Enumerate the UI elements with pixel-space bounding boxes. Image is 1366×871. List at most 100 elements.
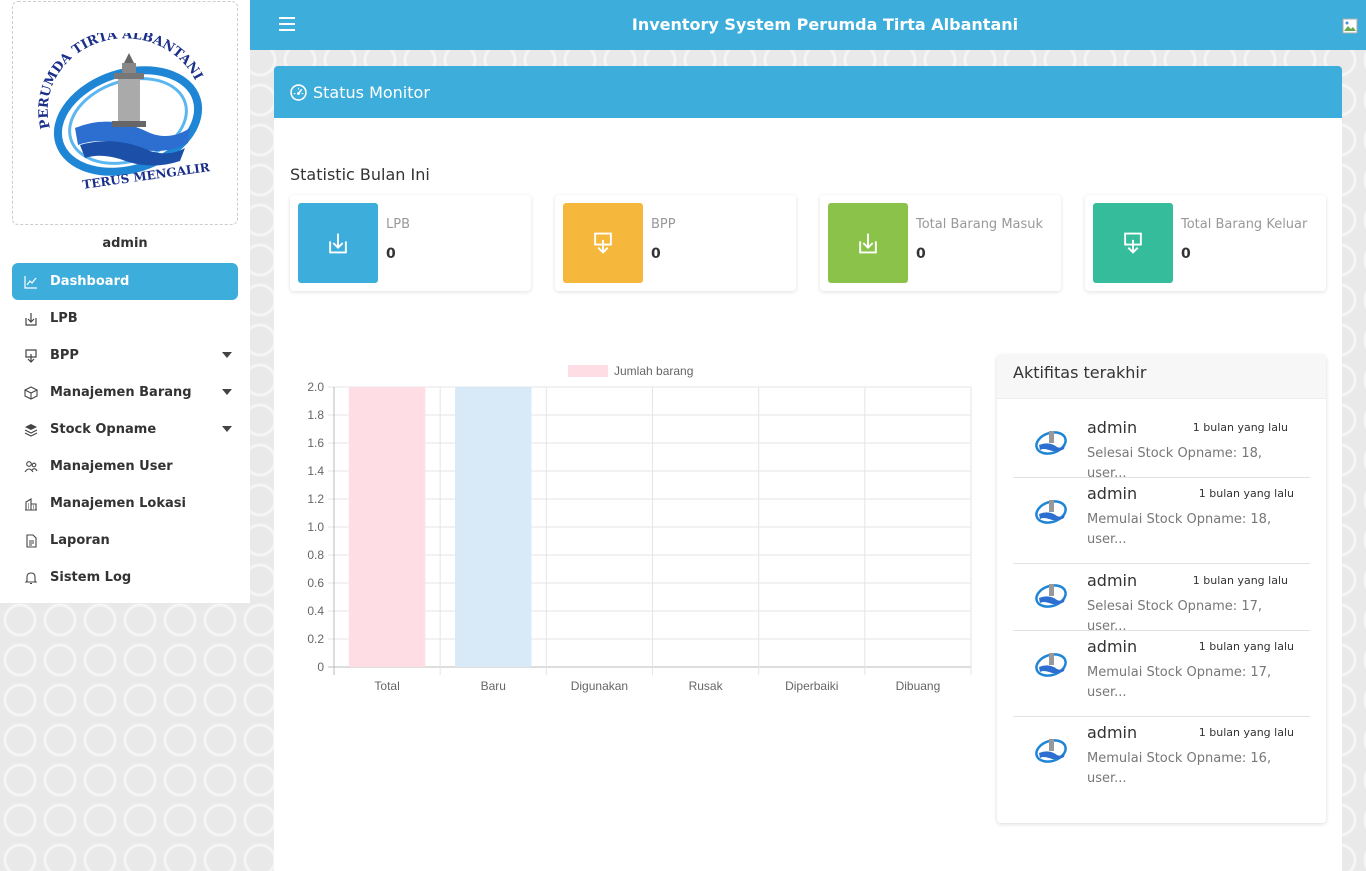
activity-message: Memulai Stock Opname: 17, user... [1087,665,1272,700]
upload-icon [563,203,643,283]
x-tick-label: Baru [481,679,506,693]
activity-avatar [1035,584,1067,608]
activity-item[interactable]: admin 1 bulan yang lalu Selesai Stock Opna… [1013,564,1310,634]
stat-card-bpp: BPP 0 [555,195,796,291]
status-monitor-card: Status Monitor Statistic Bulan Ini LPB 0 B… [274,66,1342,871]
sidebar-item-sistem-log[interactable]: Sistem Log [12,559,238,596]
stat-value: 0 [386,246,396,262]
bar-total [348,387,426,667]
activity-time: 1 bulan yang lalu [1198,726,1294,739]
caret-down-icon [222,389,232,395]
sidebar-item-manajemen-lokasi[interactable]: Manajemen Lokasi [12,485,238,522]
inventory-bar-chart: 0 0.2 0.4 0.6 0.8 1.0 1.2 1.4 1.6 1.8 2.0 Total Baru… [307,364,972,693]
sidebar-item-manajemen-barang[interactable]: Manajemen Barang [12,374,238,411]
app-title: Inventory System Perumda Tirta Albantani [631,15,1019,34]
upload-icon [1093,203,1173,283]
sidebar-username: admin [102,236,148,251]
y-tick-label: 1.0 [307,520,324,534]
activity-item[interactable]: admin 1 bulan yang lalu Memulai Stock Opna… [1013,631,1310,717]
stat-value: 0 [916,246,926,262]
sidebar: PERUMDA TIRTA ALBANTANI TERUS MENGALIR a… [0,0,250,603]
legend-label: Jumlah barang [614,364,693,378]
document-icon [24,533,38,548]
sidebar-item-label: Manajemen Barang [50,385,192,400]
sidebar-item-dashboard[interactable]: Dashboard [12,263,238,300]
y-tick-label: 1.2 [307,492,324,506]
activity-user: admin [1087,571,1138,590]
activity-panel: Aktifitas terakhir admin 1 bulan yang lal… [997,355,1326,823]
activity-item[interactable]: admin 1 bulan yang lalu Memulai Stock Opna… [1013,478,1310,564]
activity-list: admin 1 bulan yang lalu Selesai Stock Opna… [1013,411,1310,803]
upload-icon [24,348,38,363]
users-icon [24,460,38,474]
sidebar-item-label: Stock Opname [50,422,157,437]
x-tick-label: Total [374,679,399,693]
stat-label: Total Barang Masuk [916,217,1044,232]
activity-time: 1 bulan yang lalu [1198,487,1294,500]
top-bar: Inventory System Perumda Tirta Albantani [250,0,1366,50]
activity-user: admin [1087,723,1138,742]
x-tick-label: Dibuang [896,679,941,693]
activity-message: Memulai Stock Opname: 18, user... [1087,512,1272,547]
activity-message: Memulai Stock Opname: 16, user... [1087,751,1272,786]
download-icon [24,312,38,326]
activity-item[interactable]: admin 1 bulan yang lalu Memulai Stock Opna… [1013,717,1310,803]
x-tick-label: Digunakan [571,679,628,693]
sidebar-item-manajemen-user[interactable]: Manajemen User [12,448,238,485]
activity-avatar [1035,431,1067,455]
activity-user: admin [1087,637,1138,656]
activity-time: 1 bulan yang lalu [1192,574,1288,587]
sidebar-item-label: Laporan [50,533,110,548]
sidebar-item-label: BPP [50,348,79,363]
sidebar-item-laporan[interactable]: Laporan [12,522,238,559]
card-title: Status Monitor [313,82,430,102]
stat-card-lpb: LPB 0 [290,195,531,291]
sidebar-item-stock-opname[interactable]: Stock Opname [12,411,238,448]
y-tick-label: 1.8 [307,408,324,422]
activity-message: Selesai Stock Opname: 17, user... [1087,599,1262,634]
y-tick-label: 0.6 [307,576,324,590]
bell-icon [24,571,38,585]
broken-image-icon[interactable] [1342,18,1358,34]
legend-swatch [568,365,608,377]
caret-down-icon [222,352,232,358]
sidebar-item-label: Manajemen User [50,459,173,474]
stat-value: 0 [651,246,661,262]
y-tick-label: 2.0 [307,380,324,394]
stat-label: LPB [386,217,411,232]
activity-avatar [1035,739,1067,763]
sidebar-item-label: Manajemen Lokasi [50,496,186,511]
activity-message: Selesai Stock Opname: 18, user... [1087,446,1262,481]
activity-title: Aktifitas terakhir [997,355,1326,399]
sidebar-item-bpp[interactable]: BPP [12,337,238,374]
download-icon [828,203,908,283]
y-tick-label: 0 [317,660,324,674]
y-tick-label: 0.2 [307,632,324,646]
caret-down-icon [222,426,232,432]
logo-image: PERUMDA TIRTA ALBANTANI TERUS MENGALIR [37,33,212,192]
download-icon [298,203,378,283]
y-tick-label: 0.8 [307,548,324,562]
bar-baru [455,387,532,667]
company-logo: PERUMDA TIRTA ALBANTANI TERUS MENGALIR [12,1,238,225]
hamburger-menu-icon[interactable] [279,17,295,31]
stat-value: 0 [1181,246,1191,262]
sidebar-item-label: Sistem Log [50,570,132,585]
stat-card-total-barang-keluar: Total Barang Keluar 0 [1085,195,1326,291]
stat-card-total-barang-masuk: Total Barang Masuk 0 [820,195,1061,291]
activity-item[interactable]: admin 1 bulan yang lalu Selesai Stock Opna… [1013,411,1310,481]
y-tick-label: 0.4 [307,604,324,618]
x-tick-label: Rusak [689,679,724,693]
activity-time: 1 bulan yang lalu [1198,640,1294,653]
box-icon [24,385,38,400]
sidebar-item-lpb[interactable]: LPB [12,300,238,337]
activity-avatar [1035,653,1067,677]
chart-line-icon [24,275,38,289]
card-header: Status Monitor [274,66,1342,118]
layers-icon [24,423,38,437]
activity-time: 1 bulan yang lalu [1192,421,1288,434]
y-tick-label: 1.4 [307,464,324,478]
sidebar-item-label: Dashboard [50,274,130,289]
activity-avatar [1035,500,1067,524]
building-icon [24,497,38,511]
